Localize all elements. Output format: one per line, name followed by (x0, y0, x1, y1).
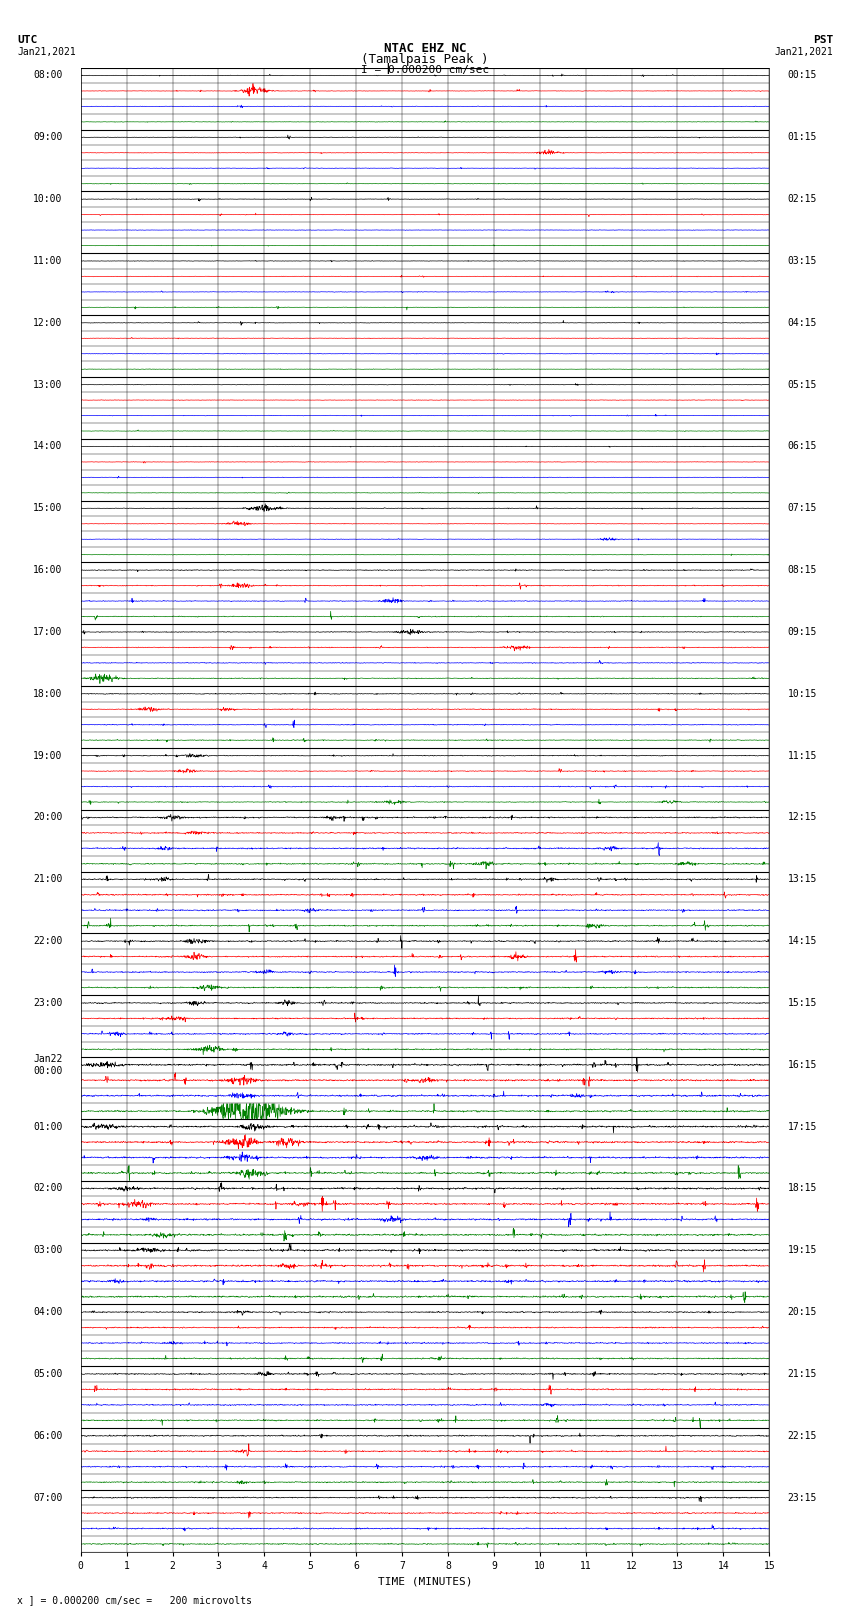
Text: 08:15: 08:15 (788, 565, 817, 576)
Text: 12:00: 12:00 (33, 318, 62, 327)
Text: 20:15: 20:15 (788, 1307, 817, 1318)
Text: 13:15: 13:15 (788, 874, 817, 884)
Text: 18:00: 18:00 (33, 689, 62, 698)
Text: 15:00: 15:00 (33, 503, 62, 513)
Text: 04:00: 04:00 (33, 1307, 62, 1318)
Text: 01:15: 01:15 (788, 132, 817, 142)
Text: Jan21,2021: Jan21,2021 (774, 47, 833, 56)
Text: 19:00: 19:00 (33, 750, 62, 761)
Text: 11:15: 11:15 (788, 750, 817, 761)
Text: 23:15: 23:15 (788, 1492, 817, 1503)
Text: 08:00: 08:00 (33, 71, 62, 81)
Text: |: | (384, 63, 391, 74)
Text: I = 0.000200 cm/sec: I = 0.000200 cm/sec (361, 65, 489, 74)
Text: Jan22
00:00: Jan22 00:00 (33, 1053, 62, 1076)
Text: Jan21,2021: Jan21,2021 (17, 47, 76, 56)
Text: 17:15: 17:15 (788, 1121, 817, 1132)
Text: 03:00: 03:00 (33, 1245, 62, 1255)
Text: 05:00: 05:00 (33, 1369, 62, 1379)
Text: 09:15: 09:15 (788, 627, 817, 637)
Text: 00:15: 00:15 (788, 71, 817, 81)
Text: 16:00: 16:00 (33, 565, 62, 576)
Text: 02:00: 02:00 (33, 1184, 62, 1194)
Text: 21:15: 21:15 (788, 1369, 817, 1379)
Text: 06:00: 06:00 (33, 1431, 62, 1440)
Text: 22:15: 22:15 (788, 1431, 817, 1440)
Text: 03:15: 03:15 (788, 256, 817, 266)
Text: 17:00: 17:00 (33, 627, 62, 637)
Text: 09:00: 09:00 (33, 132, 62, 142)
Text: NTAC EHZ NC: NTAC EHZ NC (383, 42, 467, 55)
Text: 21:00: 21:00 (33, 874, 62, 884)
Text: x ] = 0.000200 cm/sec =   200 microvolts: x ] = 0.000200 cm/sec = 200 microvolts (17, 1595, 252, 1605)
Text: 05:15: 05:15 (788, 379, 817, 390)
Text: 16:15: 16:15 (788, 1060, 817, 1069)
X-axis label: TIME (MINUTES): TIME (MINUTES) (377, 1576, 473, 1586)
Text: 12:15: 12:15 (788, 813, 817, 823)
Text: 14:00: 14:00 (33, 442, 62, 452)
Text: 10:15: 10:15 (788, 689, 817, 698)
Text: 06:15: 06:15 (788, 442, 817, 452)
Text: 02:15: 02:15 (788, 194, 817, 205)
Text: 23:00: 23:00 (33, 998, 62, 1008)
Text: 14:15: 14:15 (788, 936, 817, 947)
Text: 15:15: 15:15 (788, 998, 817, 1008)
Text: 07:00: 07:00 (33, 1492, 62, 1503)
Text: 04:15: 04:15 (788, 318, 817, 327)
Text: (Tamalpais Peak ): (Tamalpais Peak ) (361, 53, 489, 66)
Text: 10:00: 10:00 (33, 194, 62, 205)
Text: 11:00: 11:00 (33, 256, 62, 266)
Text: 07:15: 07:15 (788, 503, 817, 513)
Text: 19:15: 19:15 (788, 1245, 817, 1255)
Text: 18:15: 18:15 (788, 1184, 817, 1194)
Text: 13:00: 13:00 (33, 379, 62, 390)
Text: 01:00: 01:00 (33, 1121, 62, 1132)
Text: 20:00: 20:00 (33, 813, 62, 823)
Text: UTC: UTC (17, 35, 37, 45)
Text: PST: PST (813, 35, 833, 45)
Text: 22:00: 22:00 (33, 936, 62, 947)
